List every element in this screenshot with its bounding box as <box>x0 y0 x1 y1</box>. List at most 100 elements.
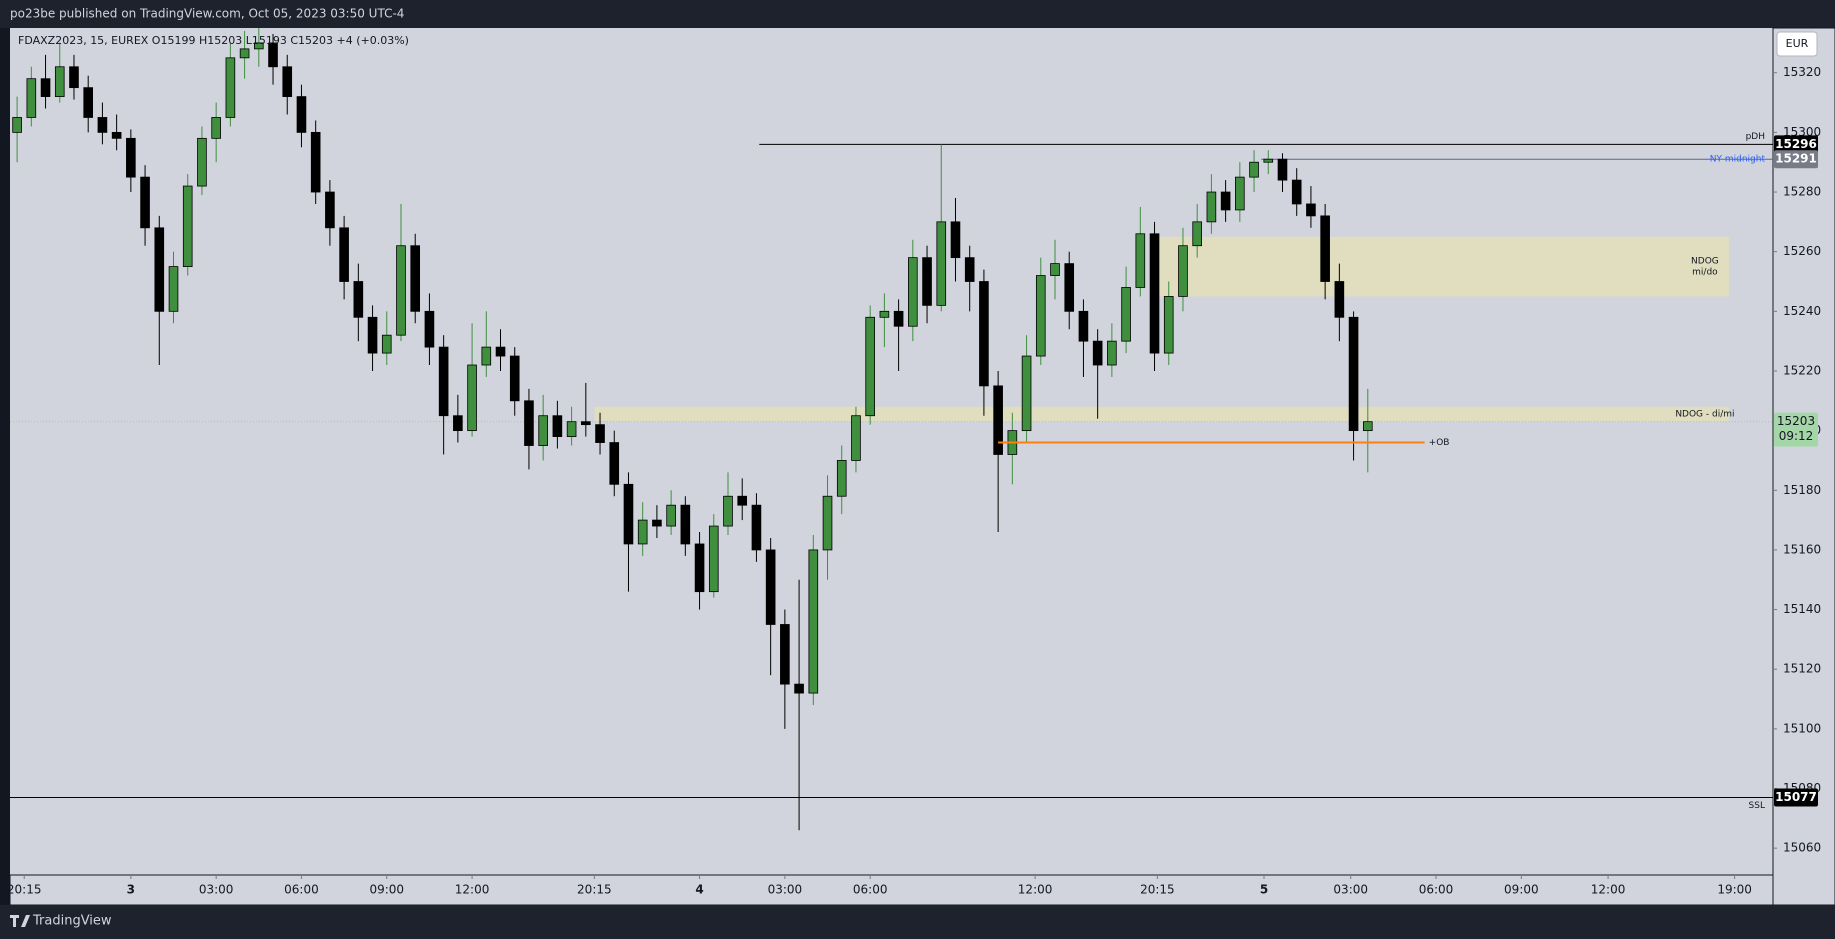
x-tick-label: 4 <box>695 883 703 897</box>
candle-body <box>879 310 890 318</box>
x-tick-label: 12:00 <box>455 883 490 897</box>
candle-body <box>69 66 79 89</box>
candle-body <box>467 364 477 432</box>
level-label: SSL <box>1749 801 1765 811</box>
zone-label: mi/do <box>1692 268 1718 278</box>
candle-body <box>453 415 463 432</box>
candle-body <box>339 227 349 282</box>
x-tick-label: 03:00 <box>768 883 803 897</box>
candle-body <box>666 504 676 527</box>
candle-body <box>1192 221 1202 247</box>
candle-body <box>1050 263 1060 276</box>
candle-body <box>54 66 65 97</box>
price-tag-label: 15291 <box>1775 152 1817 166</box>
price-tag-label: 15296 <box>1775 137 1817 151</box>
candle-body <box>581 421 591 426</box>
ob-label: +OB <box>1429 438 1450 448</box>
candle-body <box>254 42 264 50</box>
last-price-tag <box>1774 412 1818 447</box>
x-tick-label: 06:00 <box>284 883 319 897</box>
candle-body <box>765 549 776 625</box>
candle-body <box>26 78 37 118</box>
candle-body <box>908 257 918 327</box>
y-tick-label: 15280 <box>1783 185 1821 199</box>
candle-body <box>822 495 833 551</box>
candle-body <box>836 460 847 497</box>
candle-body <box>197 137 207 187</box>
currency-button[interactable] <box>1776 31 1818 57</box>
candle-body <box>424 310 435 348</box>
x-tick-label: 03:00 <box>1333 883 1368 897</box>
candle-body <box>282 66 293 97</box>
brand: TradingView <box>32 914 112 929</box>
candle-body <box>979 281 989 387</box>
candle-body <box>168 266 179 312</box>
candle-body <box>1263 158 1274 163</box>
candle-body <box>723 495 733 527</box>
candle-body <box>1121 287 1131 342</box>
candle-body <box>865 316 875 417</box>
candle-body <box>1306 203 1316 217</box>
price-tag-label: 15077 <box>1775 790 1817 804</box>
price-tag <box>1774 150 1818 169</box>
candle-body <box>182 185 193 267</box>
publish-info: po23be published on TradingView.com, Oct… <box>10 7 404 21</box>
candle-body <box>296 96 307 133</box>
candle-body <box>396 245 406 336</box>
candle-body <box>524 400 534 446</box>
plot-layer: 1506015080151001512015140151601518015200… <box>7 28 1821 897</box>
candle-body <box>12 117 22 133</box>
candle-body <box>40 78 51 97</box>
candle-body <box>325 191 335 229</box>
candle-body <box>1348 316 1359 432</box>
candle-body <box>623 483 634 545</box>
candle-body <box>751 504 762 551</box>
candle-body <box>1320 215 1330 282</box>
candle-body <box>922 257 932 306</box>
currency-label[interactable]: EUR <box>1786 37 1809 50</box>
candle-body <box>1206 191 1217 223</box>
candle-body <box>495 346 506 357</box>
candle-body <box>993 385 1003 455</box>
y-tick-label: 15160 <box>1783 542 1821 556</box>
x-tick-label: 3 <box>127 883 135 897</box>
candle-body <box>1235 176 1245 211</box>
logo-icon <box>10 915 30 927</box>
candle-body <box>111 131 122 139</box>
zone <box>594 406 1729 422</box>
candle-body <box>353 281 364 318</box>
candle-body <box>367 316 378 354</box>
candle-body <box>1064 263 1075 312</box>
candle-body <box>1021 355 1032 432</box>
candle-body <box>893 310 904 327</box>
candle-body <box>708 525 719 593</box>
x-tick-label: 03:00 <box>199 883 234 897</box>
y-tick-label: 15140 <box>1783 602 1821 616</box>
candle-body <box>1362 421 1373 432</box>
candle-body <box>1149 233 1160 354</box>
candle-body <box>936 221 947 306</box>
candle-body <box>637 519 648 545</box>
candle-body <box>1135 233 1146 288</box>
candle-body <box>1291 179 1302 205</box>
candle-body <box>680 504 691 545</box>
candle-body <box>538 415 548 446</box>
x-tick-label: 19:00 <box>1717 883 1752 897</box>
candle-body <box>1107 340 1117 366</box>
candle-body <box>652 519 662 527</box>
candle-body <box>780 624 790 685</box>
candle-body <box>552 415 563 437</box>
candle-body <box>140 176 150 229</box>
candle-body <box>225 57 236 118</box>
plot-area <box>10 28 1773 875</box>
candle-body <box>509 355 520 402</box>
y-tick-label: 15220 <box>1783 363 1821 377</box>
candle-body <box>438 346 449 417</box>
y-tick-label: 15240 <box>1783 304 1821 318</box>
x-tick-label: 5 <box>1260 883 1268 897</box>
x-tick-label: 09:00 <box>369 883 404 897</box>
candle-body <box>1334 281 1345 318</box>
top-bar <box>0 0 1835 28</box>
candle-body <box>1078 310 1089 342</box>
